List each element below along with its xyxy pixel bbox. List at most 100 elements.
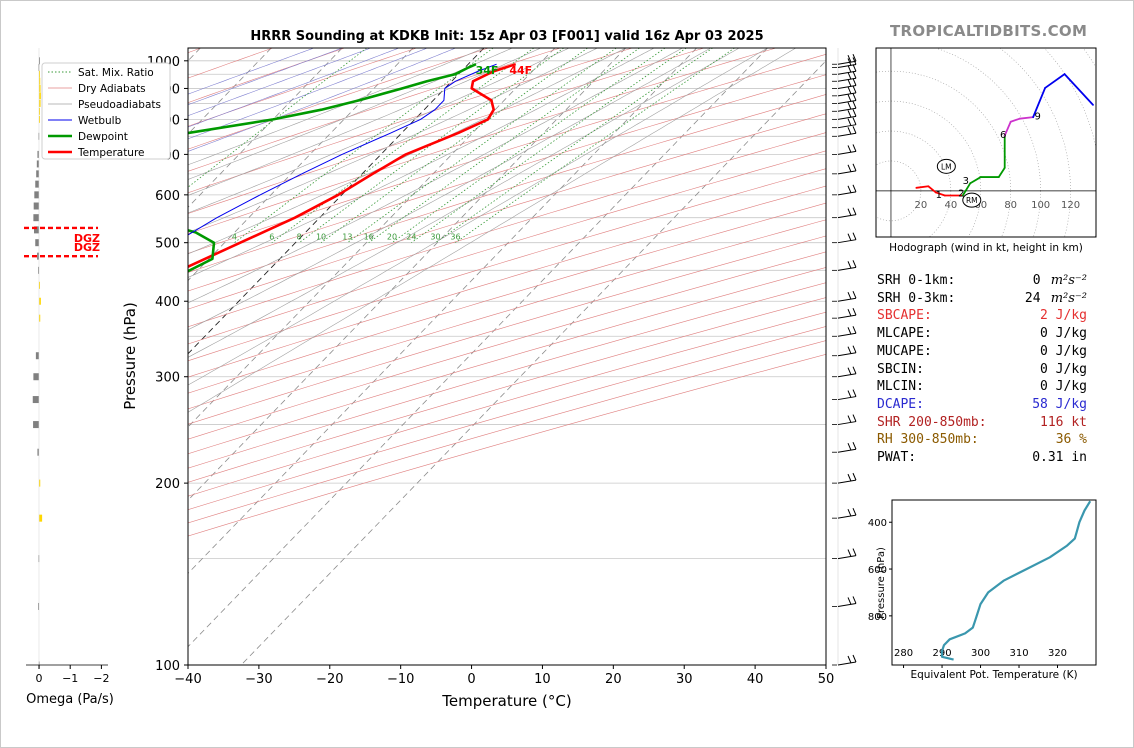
dry-adiabat-line [188, 113, 826, 310]
storm-motion-marker [936, 158, 956, 174]
dry-adiabat-line [188, 48, 705, 214]
theta-e-frame [891, 499, 1097, 666]
wind-barb [837, 207, 857, 219]
omega-bar [39, 92, 41, 100]
omega-bar [39, 77, 41, 85]
stat-label: SBCIN: [877, 361, 924, 377]
wind-barb [837, 366, 857, 378]
omega-x-tick-label: −2 [93, 672, 109, 685]
dry-adiabat-line [188, 48, 561, 172]
stat-value: 36 % [1056, 432, 1087, 447]
wind-barb [837, 389, 857, 401]
omega-bar [36, 170, 39, 178]
legend-box [41, 62, 171, 160]
wind-barb [837, 93, 857, 104]
stat-value: 116 kt [1040, 415, 1087, 430]
hodograph-tick-label: 100 [1031, 200, 1050, 211]
stat-value: 0 J/kg [1040, 344, 1087, 359]
storm-motion-label: LM [941, 162, 952, 171]
stat-label: SHR 200-850mb: [877, 414, 987, 430]
stat-label: PWAT: [877, 450, 917, 465]
stat-number: 0.31 in [1032, 450, 1087, 465]
omega-bar [36, 160, 39, 168]
stat-value: 0 J/kg [1040, 379, 1087, 394]
stat-number: 2 J/kg [1040, 308, 1087, 324]
x-tick-label: 0 [467, 672, 475, 687]
stat-label: MLCAPE: [877, 326, 932, 342]
hodograph-tick-label: 40 [944, 200, 957, 211]
hodograph-segment [961, 182, 972, 197]
stat-label: MLCIN: [877, 379, 924, 395]
stat-row: MLCIN: 0 J/kg [877, 379, 1097, 396]
stat-number: 116 kt [1040, 414, 1087, 430]
dry-adiabat-line [188, 53, 826, 254]
dry-adiabat-line [188, 202, 826, 394]
omega-bar [33, 214, 39, 222]
x-tick-label: 30 [676, 672, 693, 687]
stat-row: MLCAPE: 0 J/kg [877, 326, 1097, 343]
dry-adiabat-line [188, 48, 345, 103]
omega-bar [35, 352, 39, 360]
dry-adiabat-line [188, 150, 826, 345]
stat-row: RH 300-850mb: 36 % [877, 432, 1097, 449]
dry-adiabat-line [188, 235, 826, 425]
wind-barb [837, 109, 857, 120]
pseudoadiabat-line [188, 48, 485, 166]
hodograph-segment [969, 176, 982, 185]
hodograph-segment [1044, 73, 1066, 89]
dry-adiabat-line [188, 94, 826, 292]
temperature-profile [188, 62, 517, 269]
stat-label: MUCAPE: [877, 343, 932, 359]
hodograph-segment [997, 166, 1006, 178]
stat-number: 0 J/kg [1040, 379, 1087, 395]
mixing-ratio-label: 16 [364, 233, 374, 242]
mixing-ratio-label: 8 [297, 233, 302, 242]
isotherm-line [188, 48, 343, 208]
omega-bar [39, 84, 41, 92]
theta-e-x-tick-label: 300 [971, 648, 990, 659]
dry-adiabat-line [188, 48, 633, 194]
stat-row: SRH 0-1km: 0 m²s⁻² [877, 273, 1097, 290]
omega-bar [39, 107, 40, 115]
mixing-ratio-line [347, 48, 617, 244]
pseudoadiabat-line [188, 48, 683, 304]
stat-row: SHR 200-850mb: 116 kt [877, 415, 1097, 432]
stat-row: PWAT: 0.31 in [877, 450, 1097, 467]
omega-bar [35, 239, 39, 247]
isotherm-line [188, 48, 697, 575]
pseudoadiabat-line [188, 48, 400, 128]
mixing-ratio-label: 13 [342, 233, 352, 242]
dry-adiabat-line [188, 48, 777, 235]
omega-bar [39, 99, 41, 107]
dry-adiabat-line [188, 251, 826, 440]
pseudoadiabat-line [188, 48, 768, 386]
stat-row: DCAPE: 58 J/kg [877, 397, 1097, 414]
omega-bar [35, 180, 39, 188]
omega-bar [39, 281, 40, 289]
y-tick-label: 600 [155, 189, 180, 204]
dry-adiabat-line [188, 168, 826, 362]
dry-adiabat-line [188, 267, 826, 455]
omega-bar [37, 252, 39, 260]
skewt-frame [187, 47, 827, 666]
skewt-ylabel: Pressure (hPa) [121, 302, 139, 410]
mixing-ratio-label: 30 [430, 233, 440, 242]
dry-adiabat-line [188, 340, 826, 524]
dry-adiabat-line [188, 48, 489, 150]
pseudoadiabat-line [188, 48, 598, 233]
x-tick-label: −40 [174, 672, 201, 687]
pseudoadiabat-line [188, 48, 797, 413]
mixing-ratio-line [320, 48, 588, 244]
theta-e-y-tick-label: 400 [868, 518, 887, 529]
storm-motion-label: RM [966, 196, 978, 205]
stat-row: MUCAPE: 0 J/kg [877, 344, 1097, 361]
mixing-ratio-line [234, 48, 494, 244]
hodograph-segment [1003, 120, 1012, 137]
surface-dewpoint-label: 34F [476, 64, 499, 77]
hodograph-tick-label: 20 [915, 200, 928, 211]
mixing-ratio-line [188, 48, 367, 188]
wind-barb [837, 232, 857, 244]
hodograph-tick-label: 60 [974, 200, 987, 211]
hodograph-xlabel: Hodograph (wind in kt, height in km) [889, 242, 1083, 254]
